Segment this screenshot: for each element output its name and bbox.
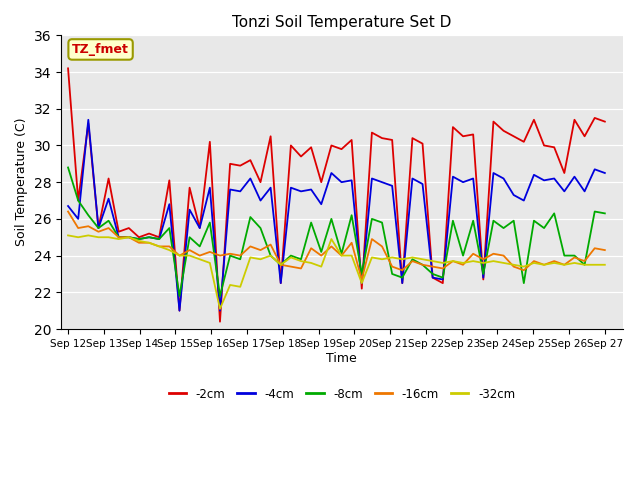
Title: Tonzi Soil Temperature Set D: Tonzi Soil Temperature Set D bbox=[232, 15, 451, 30]
Text: TZ_fmet: TZ_fmet bbox=[72, 43, 129, 56]
X-axis label: Time: Time bbox=[326, 351, 357, 364]
Y-axis label: Soil Temperature (C): Soil Temperature (C) bbox=[15, 118, 28, 246]
Legend: -2cm, -4cm, -8cm, -16cm, -32cm: -2cm, -4cm, -8cm, -16cm, -32cm bbox=[164, 383, 520, 405]
